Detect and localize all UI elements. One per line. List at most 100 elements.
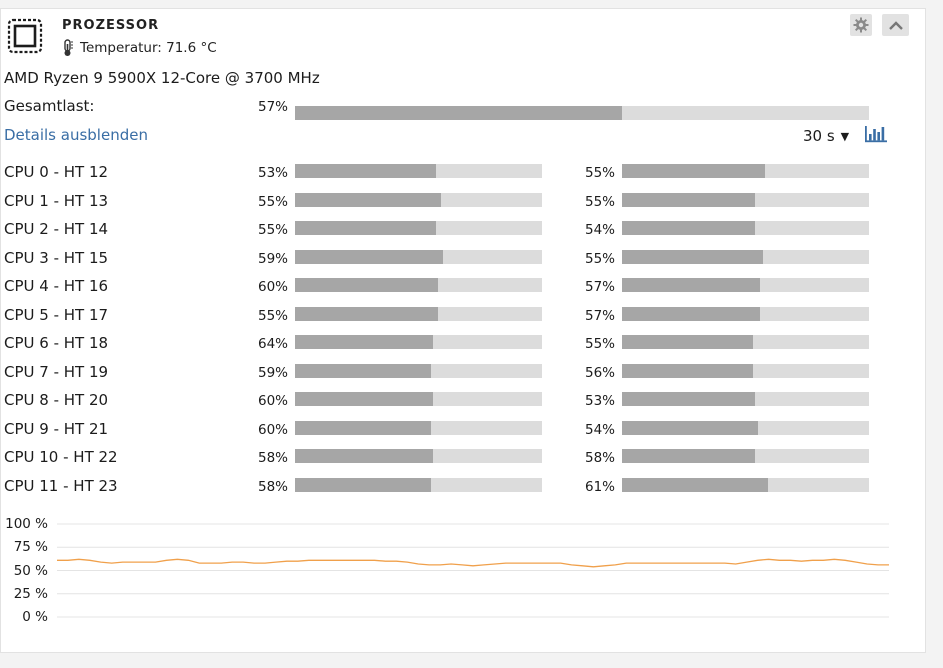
ht-load-value: 55% bbox=[584, 165, 615, 181]
ht-load-bar-fill bbox=[622, 392, 756, 406]
core-load-bar bbox=[295, 421, 542, 435]
y-axis-label: 50 % bbox=[13, 562, 48, 579]
ht-load-value: 55% bbox=[584, 194, 615, 210]
core-label: CPU 9 - HT 21 bbox=[4, 420, 109, 438]
core-load-bar-fill bbox=[295, 193, 441, 207]
core-label: CPU 0 - HT 12 bbox=[4, 163, 109, 181]
core-load-bar-fill bbox=[295, 164, 436, 178]
core-load-bar-fill bbox=[295, 335, 434, 349]
hide-details-link[interactable]: Details ausblenden bbox=[4, 126, 148, 144]
core-load-bar bbox=[295, 392, 542, 406]
core-load-value: 55% bbox=[257, 222, 288, 238]
ht-load-bar-fill bbox=[622, 364, 753, 378]
core-load-value: 58% bbox=[257, 450, 288, 466]
core-load-bar bbox=[295, 449, 542, 463]
chevron-up-icon bbox=[888, 21, 903, 30]
core-load-bar bbox=[295, 221, 542, 235]
cpu-chip-icon bbox=[7, 18, 43, 54]
core-load-bar bbox=[295, 478, 542, 492]
ht-load-value: 57% bbox=[584, 308, 615, 324]
y-axis-label: 0 % bbox=[22, 609, 48, 625]
core-load-value: 55% bbox=[257, 308, 288, 324]
gear-icon bbox=[853, 17, 869, 33]
core-load-value: 60% bbox=[257, 279, 288, 295]
core-label: CPU 8 - HT 20 bbox=[4, 391, 109, 409]
ht-load-bar-fill bbox=[622, 449, 756, 463]
core-label: CPU 1 - HT 13 bbox=[4, 192, 109, 210]
core-load-value: 58% bbox=[257, 479, 288, 495]
ht-load-bar-fill bbox=[622, 421, 758, 435]
core-load-value: 60% bbox=[257, 422, 288, 438]
ht-load-bar bbox=[622, 193, 869, 207]
core-load-bar bbox=[295, 364, 542, 378]
temperature-row: Temperatur: 71.6 °C bbox=[61, 39, 217, 57]
ht-load-bar-fill bbox=[622, 250, 763, 264]
core-load-bar-fill bbox=[295, 421, 431, 435]
ht-load-value: 55% bbox=[584, 336, 615, 352]
ht-load-bar bbox=[622, 221, 869, 235]
core-load-value: 59% bbox=[257, 365, 288, 381]
ht-load-bar-fill bbox=[622, 164, 766, 178]
ht-load-value: 55% bbox=[584, 251, 615, 267]
temperature-text: Temperatur: 71.6 °C bbox=[80, 40, 217, 56]
ht-load-bar bbox=[622, 478, 869, 492]
ht-load-bar bbox=[622, 164, 869, 178]
caret-down-icon: ▼ bbox=[840, 129, 850, 143]
core-label: CPU 4 - HT 16 bbox=[4, 277, 109, 295]
ht-load-bar bbox=[622, 449, 869, 463]
core-label: CPU 11 - HT 23 bbox=[4, 477, 118, 495]
ht-load-bar bbox=[622, 307, 869, 321]
ht-load-bar bbox=[622, 392, 869, 406]
core-label: CPU 10 - HT 22 bbox=[4, 448, 118, 466]
ht-load-value: 58% bbox=[584, 450, 615, 466]
core-load-bar bbox=[295, 193, 542, 207]
thermometer-icon bbox=[64, 39, 73, 56]
ht-load-bar bbox=[622, 335, 869, 349]
core-load-bar bbox=[295, 307, 542, 321]
ht-load-bar bbox=[622, 364, 869, 378]
core-label: CPU 6 - HT 18 bbox=[4, 334, 109, 352]
bar-chart-icon[interactable] bbox=[864, 125, 888, 143]
total-load-label: Gesamtlast: bbox=[4, 97, 95, 115]
ht-load-bar bbox=[622, 250, 869, 264]
core-label: CPU 5 - HT 17 bbox=[4, 306, 109, 324]
core-load-bar-fill bbox=[295, 221, 436, 235]
ht-load-value: 56% bbox=[584, 365, 615, 381]
core-load-bar-fill bbox=[295, 250, 444, 264]
ht-load-bar-fill bbox=[622, 335, 753, 349]
ht-load-value: 57% bbox=[584, 279, 615, 295]
core-load-bar-fill bbox=[295, 449, 434, 463]
collapse-button[interactable] bbox=[882, 14, 909, 36]
interval-value: 30 s bbox=[803, 127, 835, 145]
panel-title: PROZESSOR bbox=[62, 18, 160, 33]
ht-load-bar bbox=[622, 421, 869, 435]
total-load-bar-fill bbox=[295, 106, 623, 120]
y-axis-label: 25 % bbox=[13, 585, 48, 602]
core-label: CPU 3 - HT 15 bbox=[4, 249, 109, 267]
core-load-bar bbox=[295, 164, 542, 178]
total-load-value: 57% bbox=[257, 99, 288, 115]
core-load-bar-fill bbox=[295, 278, 439, 292]
y-axis-label: 100 % bbox=[5, 516, 48, 532]
settings-button[interactable] bbox=[850, 14, 872, 36]
ht-load-bar-fill bbox=[622, 278, 761, 292]
core-load-bar-fill bbox=[295, 392, 434, 406]
ht-load-value: 54% bbox=[584, 222, 615, 238]
history-chart bbox=[57, 523, 889, 618]
core-load-bar bbox=[295, 278, 542, 292]
cpu-model: AMD Ryzen 9 5900X 12-Core @ 3700 MHz bbox=[4, 69, 320, 87]
core-load-bar bbox=[295, 335, 542, 349]
core-label: CPU 2 - HT 14 bbox=[4, 220, 109, 238]
ht-load-bar-fill bbox=[622, 221, 756, 235]
ht-load-bar-fill bbox=[622, 478, 768, 492]
core-load-value: 55% bbox=[257, 194, 288, 210]
ht-load-value: 61% bbox=[584, 479, 615, 495]
ht-load-value: 53% bbox=[584, 393, 615, 409]
total-load-bar bbox=[295, 106, 869, 120]
core-load-bar bbox=[295, 250, 542, 264]
interval-select[interactable]: 30 s ▼ bbox=[803, 127, 849, 145]
ht-load-bar-fill bbox=[622, 193, 756, 207]
core-load-bar-fill bbox=[295, 478, 431, 492]
ht-load-bar-fill bbox=[622, 307, 761, 321]
history-line bbox=[57, 558, 889, 568]
